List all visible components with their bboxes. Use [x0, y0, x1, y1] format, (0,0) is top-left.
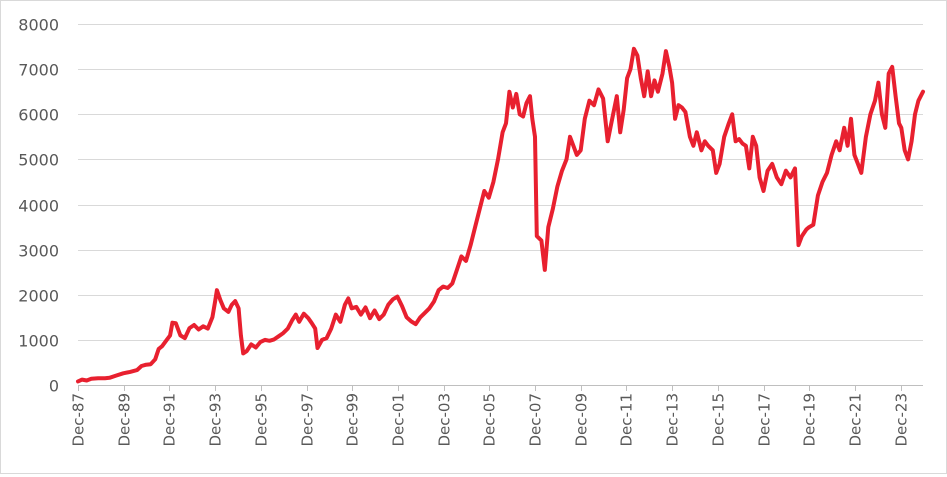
x-tick-label: Dec-99 — [344, 393, 362, 447]
x-tick-label: Dec-07 — [527, 393, 545, 447]
series-line — [76, 46, 925, 384]
x-tick-label: Dec-95 — [253, 393, 271, 447]
y-tick-label: 7000 — [18, 61, 59, 80]
x-tick-label: Dec-87 — [70, 393, 88, 447]
x-tick-label: Dec-03 — [436, 393, 454, 447]
y-tick-label: 2000 — [18, 287, 59, 306]
x-tick-label: Dec-13 — [664, 393, 682, 447]
x-tick-label: Dec-93 — [207, 393, 225, 447]
x-axis: Dec-87 Dec-89 Dec-91 Dec-93 Dec-95 Dec-97 Dec-… — [70, 385, 923, 447]
x-tick-label: Dec-17 — [756, 393, 774, 447]
y-tick-label: 4000 — [18, 197, 59, 216]
x-tick-label: Dec-01 — [390, 393, 408, 447]
x-tick-label: Dec-11 — [618, 393, 636, 447]
x-tick-label: Dec-97 — [299, 393, 317, 447]
x-tick-label: Dec-89 — [116, 393, 134, 447]
x-tick-label: Dec-21 — [847, 393, 865, 447]
y-tick-label: 0 — [49, 377, 59, 396]
x-tick-label: Dec-15 — [710, 393, 728, 447]
x-tick-label: Dec-19 — [801, 393, 819, 447]
series-layer — [76, 46, 925, 384]
y-tick-label: 3000 — [18, 242, 59, 261]
x-tick-label: Dec-91 — [161, 393, 179, 447]
x-tick-label: Dec-05 — [481, 393, 499, 447]
x-tick-label: Dec-23 — [893, 393, 911, 447]
x-tick-label: Dec-09 — [573, 393, 591, 447]
y-tick-label: 1000 — [18, 332, 59, 351]
y-tick-label: 8000 — [18, 16, 59, 35]
y-tick-label: 5000 — [18, 151, 59, 170]
y-tick-label: 6000 — [18, 106, 59, 125]
y-axis: 0 1000 2000 3000 4000 5000 6000 7000 8000 — [18, 16, 59, 396]
